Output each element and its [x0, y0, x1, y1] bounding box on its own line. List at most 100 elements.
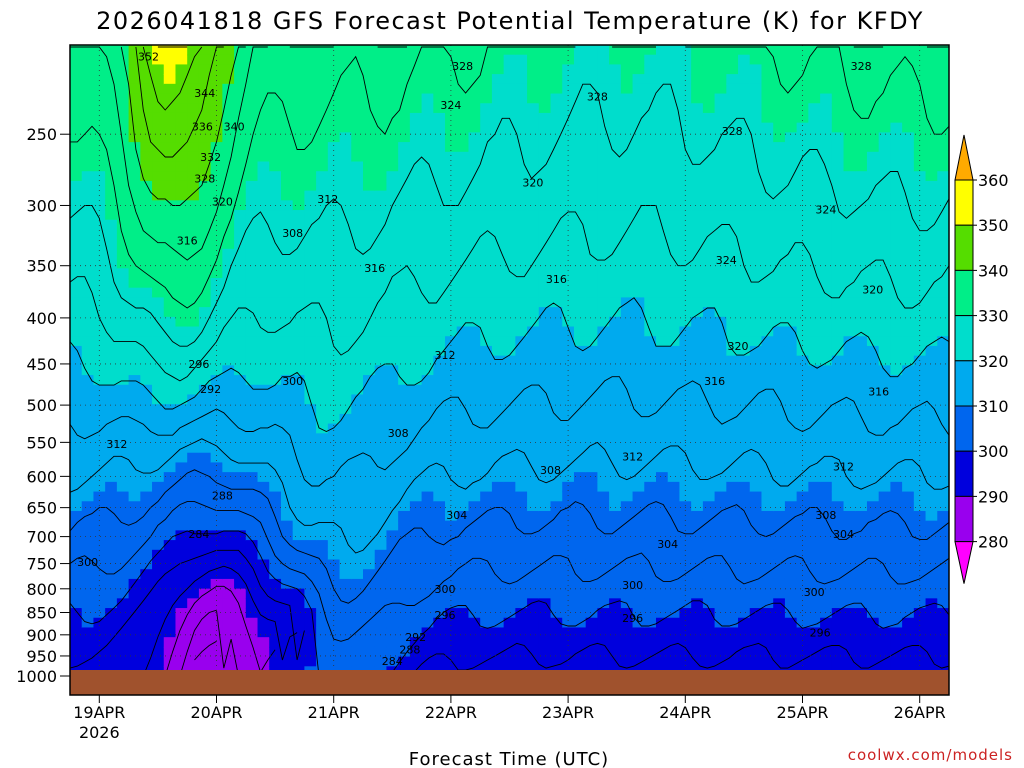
heatmap-cell — [714, 171, 727, 182]
heatmap-cell — [527, 404, 540, 415]
heatmap-cell — [175, 656, 188, 667]
heatmap-cell — [363, 404, 376, 415]
heatmap-cell — [609, 190, 622, 201]
heatmap-cell — [749, 481, 763, 493]
heatmap-cell — [890, 277, 903, 289]
heatmap-cell — [609, 452, 622, 464]
heatmap-cell — [374, 74, 388, 85]
heatmap-cell — [925, 559, 938, 570]
heatmap-cell — [421, 375, 434, 386]
heatmap-cell — [538, 413, 552, 425]
heatmap-cell — [691, 103, 704, 114]
heatmap-cell — [585, 171, 598, 182]
heatmap-cell — [363, 656, 376, 667]
heatmap-cell — [562, 452, 575, 464]
heatmap-cell — [902, 569, 915, 580]
heatmap-cell — [820, 394, 833, 405]
heatmap-cell — [93, 423, 106, 434]
heatmap-cell — [81, 142, 95, 153]
heatmap-cell — [363, 627, 376, 638]
heatmap-cell — [163, 423, 177, 434]
heatmap-cell — [913, 646, 927, 658]
heatmap-cell — [738, 549, 751, 561]
heatmap-cell — [702, 239, 716, 250]
heatmap-cell — [609, 578, 622, 590]
heatmap-cell — [609, 345, 622, 357]
heatmap-cell — [140, 365, 153, 376]
heatmap-cell — [843, 481, 856, 493]
heatmap-cell — [925, 200, 938, 211]
heatmap-cell — [808, 180, 821, 192]
heatmap-cell — [339, 132, 352, 143]
heatmap-cell — [691, 83, 704, 95]
heatmap-cell — [890, 365, 903, 376]
heatmap-cell — [81, 413, 95, 425]
heatmap-cell — [749, 530, 763, 541]
heatmap-cell — [691, 646, 704, 658]
heatmap-cell — [187, 93, 200, 104]
heatmap-cell — [386, 307, 399, 318]
heatmap-cell — [831, 433, 845, 444]
heatmap-cell — [491, 74, 505, 85]
heatmap-cell — [702, 93, 716, 104]
heatmap-cell — [433, 627, 446, 638]
heatmap-cell — [738, 171, 751, 182]
heatmap-cell — [784, 287, 798, 298]
heatmap-cell — [128, 54, 141, 66]
heatmap-cell — [280, 180, 294, 192]
heatmap-cell — [538, 277, 552, 289]
heatmap-cell — [738, 161, 751, 172]
heatmap-cell — [163, 326, 177, 337]
heatmap-cell — [550, 598, 563, 609]
heatmap-cell — [937, 355, 949, 366]
heatmap-cell — [585, 588, 598, 599]
heatmap-cell — [773, 355, 786, 366]
heatmap-cell — [210, 239, 223, 250]
heatmap-cell — [573, 54, 587, 66]
heatmap-cell — [503, 588, 516, 599]
heatmap-cell — [667, 501, 681, 512]
heatmap-cell — [585, 297, 598, 308]
heatmap-cell — [667, 277, 681, 289]
heatmap-cell — [503, 161, 516, 172]
heatmap-cell — [808, 112, 821, 124]
heatmap-cell — [749, 510, 763, 522]
heatmap-cell — [644, 423, 657, 434]
heatmap-cell — [761, 608, 774, 619]
heatmap-cell — [304, 161, 317, 172]
heatmap-cell — [456, 656, 470, 667]
heatmap-cell — [550, 501, 563, 512]
heatmap-cell — [808, 54, 821, 66]
heatmap-cell — [597, 258, 610, 269]
heatmap-cell — [363, 472, 376, 483]
heatmap-cell — [491, 598, 505, 609]
heatmap-cell — [491, 64, 505, 75]
heatmap-cell — [339, 578, 352, 590]
heatmap-cell — [339, 413, 352, 425]
heatmap-cell — [398, 394, 411, 405]
heatmap-cell — [351, 151, 364, 163]
heatmap-cell — [81, 608, 95, 619]
heatmap-cell — [398, 229, 411, 240]
heatmap-cell — [445, 423, 458, 434]
heatmap-cell — [620, 326, 634, 337]
heatmap-cell — [304, 510, 317, 522]
heatmap-cell — [515, 617, 528, 629]
heatmap-cell — [339, 646, 352, 658]
heatmap-cell — [503, 433, 516, 444]
heatmap-cell — [105, 258, 118, 269]
heatmap-cell — [152, 210, 165, 221]
heatmap-cell — [866, 423, 880, 434]
heatmap-cell — [667, 617, 681, 629]
heatmap-cell — [679, 404, 692, 415]
heatmap-cell — [773, 617, 786, 629]
heatmap-cell — [421, 336, 434, 347]
heatmap-cell — [234, 93, 247, 104]
heatmap-cell — [163, 443, 177, 454]
heatmap-cell — [878, 530, 891, 541]
heatmap-cell — [280, 239, 294, 250]
heatmap-cell — [550, 112, 563, 124]
heatmap-cell — [234, 219, 247, 231]
heatmap-cell — [925, 151, 938, 163]
heatmap-cell — [386, 462, 399, 473]
